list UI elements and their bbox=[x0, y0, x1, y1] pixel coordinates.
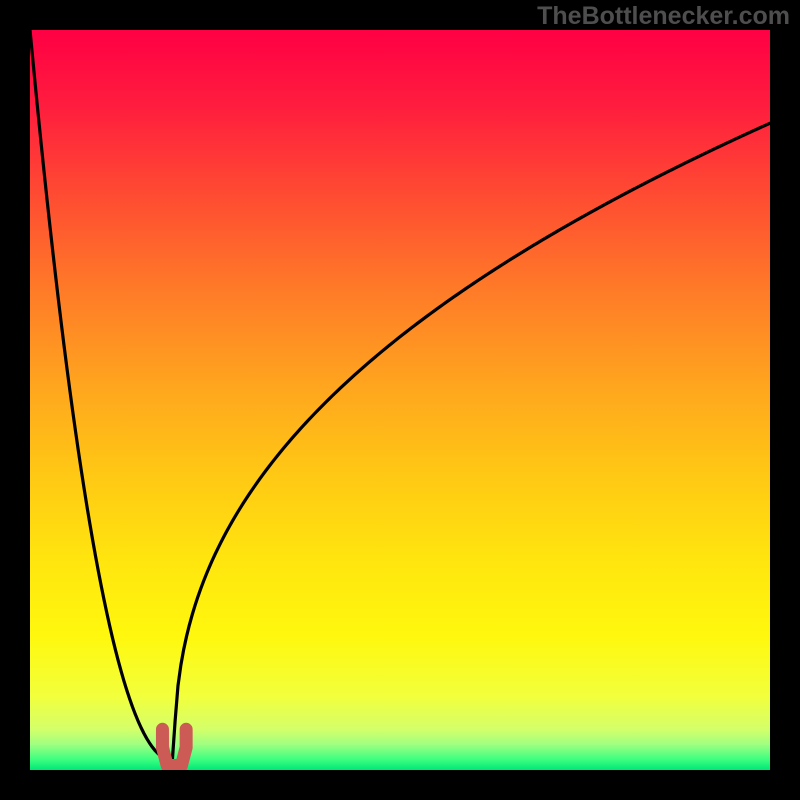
bottleneck-curve bbox=[30, 30, 770, 761]
chart-container: { "meta": { "watermark_text": "TheBottle… bbox=[0, 0, 800, 800]
plot-area bbox=[30, 30, 770, 770]
watermark-text: TheBottlenecker.com bbox=[537, 2, 790, 31]
curve-overlay bbox=[30, 30, 770, 770]
